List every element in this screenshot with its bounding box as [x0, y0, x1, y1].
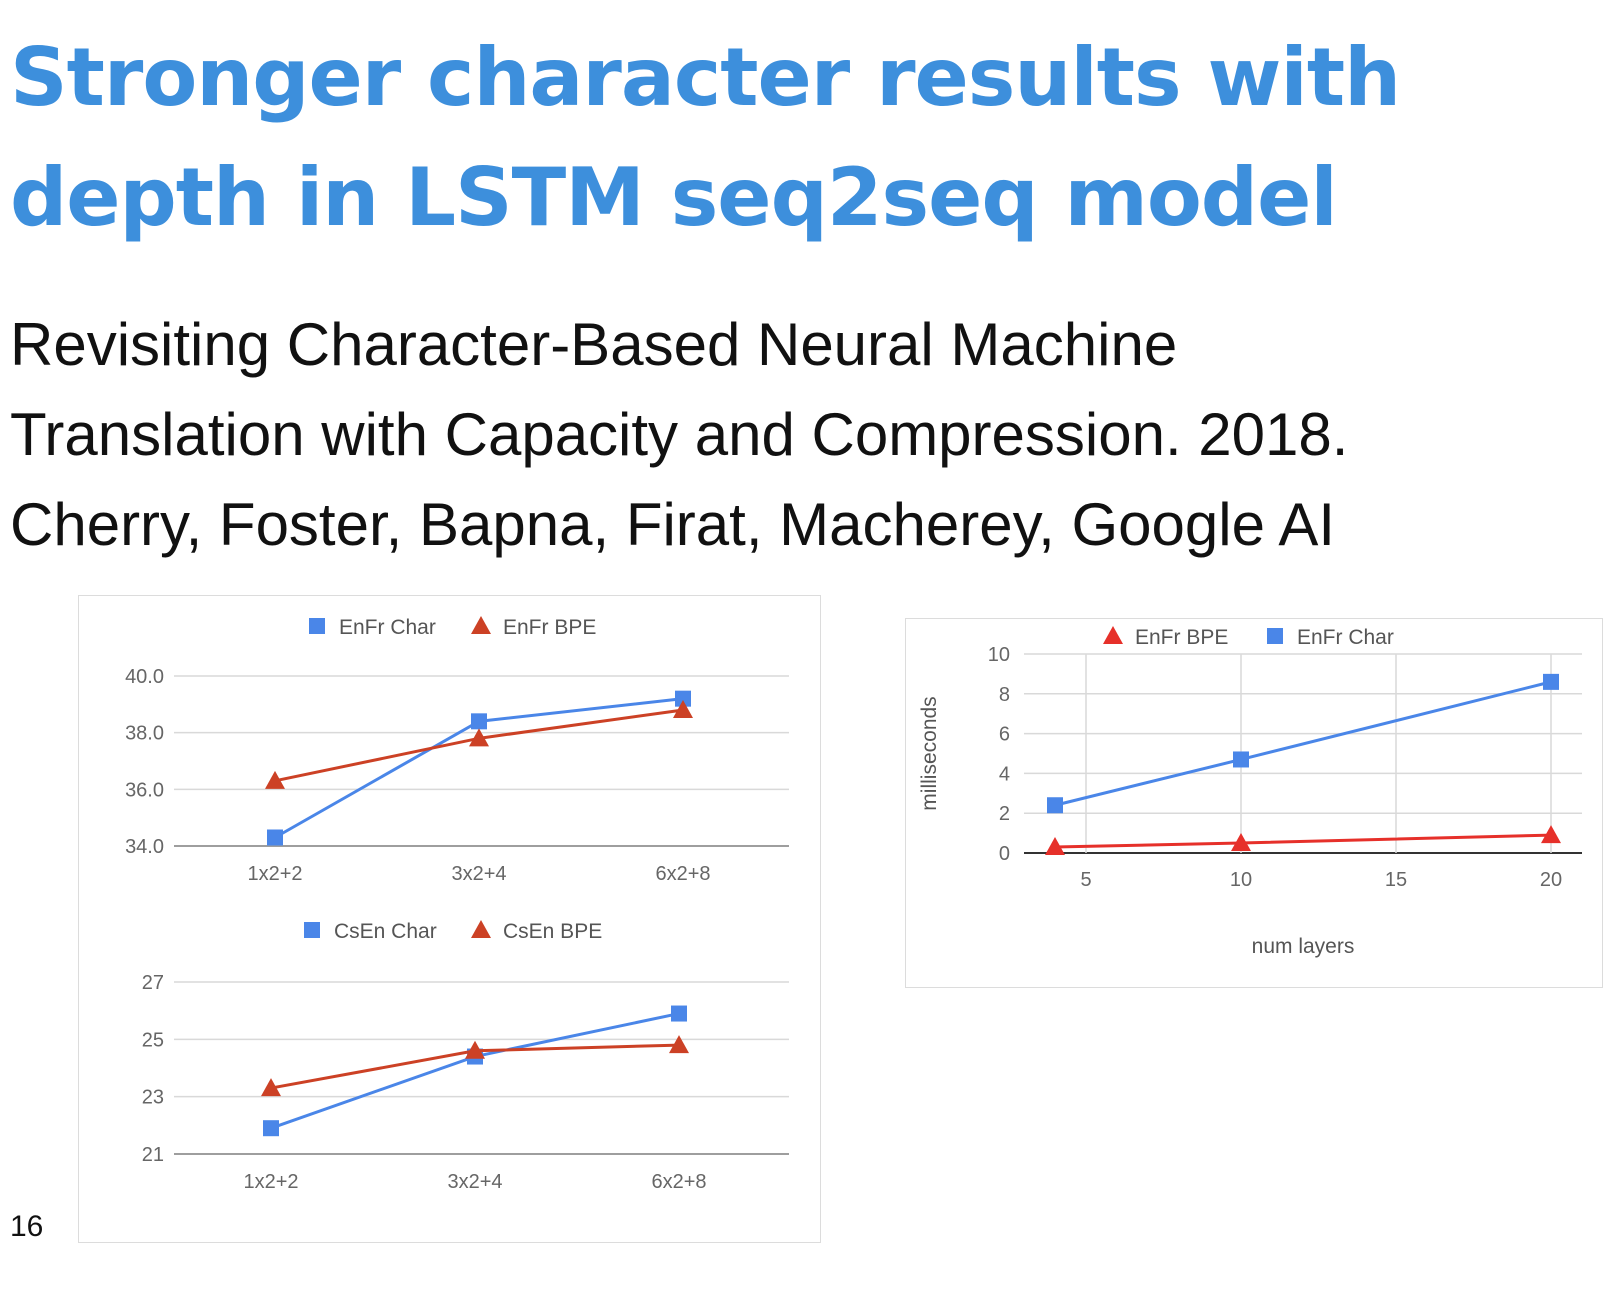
- data-point: [263, 1120, 279, 1137]
- legend-marker: [1267, 628, 1283, 644]
- data-point: [267, 829, 283, 846]
- x-tick-label: 10: [1230, 869, 1252, 891]
- data-point: [1541, 825, 1561, 844]
- citation-line: Revisiting Character-Based Neural Machin…: [10, 311, 1178, 378]
- x-tick-label: 1x2+2: [243, 1171, 298, 1193]
- y-tick-label: 8: [999, 684, 1010, 706]
- legend-label: EnFr BPE: [1135, 626, 1228, 649]
- x-tick-label: 3x2+4: [451, 863, 506, 885]
- data-point: [261, 1078, 281, 1097]
- legend-marker: [1103, 626, 1123, 644]
- x-tick-label: 6x2+8: [651, 1171, 706, 1193]
- slide-title-line: depth in LSTM seq2seq model: [10, 151, 1338, 244]
- data-point: [673, 700, 693, 718]
- series-line: [270, 1012, 680, 1130]
- data-point: [1231, 833, 1251, 852]
- y-tick-label: 27: [142, 972, 164, 994]
- x-tick-label: 20: [1540, 869, 1562, 891]
- y-tick-label: 21: [142, 1144, 164, 1166]
- slide-title: Stronger character results with depth in…: [10, 18, 1610, 258]
- legend-marker: [471, 920, 491, 938]
- legend-marker: [304, 922, 320, 938]
- y-tick-label: 10: [988, 644, 1010, 666]
- legend-label: CsEn BPE: [503, 920, 602, 943]
- citation-line: Cherry, Foster, Bapna, Firat, Macherey, …: [10, 491, 1336, 558]
- data-point: [465, 1040, 485, 1059]
- bleu-charts-svg: 34.0 36.0 38.0 40.0 1x2+2 3x2+4 6x2+8 EnFr Char…: [125, 616, 789, 1193]
- paper-citation: Revisiting Character-Based Neural Machin…: [10, 300, 1610, 570]
- y-tick-label: 36.0: [125, 779, 164, 801]
- x-tick-label: 15: [1385, 869, 1407, 891]
- data-point: [265, 770, 285, 789]
- data-point: [669, 1035, 689, 1054]
- data-point: [675, 690, 691, 707]
- slide-number: 16: [10, 1210, 44, 1243]
- legend-label: CsEn Char: [334, 920, 437, 943]
- bleu-charts-panel: 34.0 36.0 38.0 40.0 1x2+2 3x2+4 6x2+8 EnFr Char…: [78, 595, 821, 1243]
- data-point: [671, 1005, 687, 1022]
- x-tick-label: 3x2+4: [447, 1171, 502, 1193]
- data-point: [1047, 797, 1063, 814]
- citation-line: Translation with Capacity and Compressio…: [10, 401, 1349, 468]
- slide-title-line: Stronger character results with: [10, 31, 1401, 124]
- x-tick-label: 1x2+2: [247, 863, 302, 885]
- y-tick-label: 0: [999, 843, 1010, 865]
- y-tick-label: 4: [999, 763, 1010, 785]
- legend-marker: [471, 616, 491, 634]
- legend-label: EnFr Char: [1297, 626, 1394, 649]
- y-tick-label: 40.0: [125, 666, 164, 688]
- legend-marker: [309, 618, 325, 634]
- series-line: [1054, 833, 1552, 849]
- data-point: [1543, 673, 1559, 690]
- data-point: [469, 728, 489, 747]
- y-tick-label: 34.0: [125, 836, 164, 858]
- data-point: [1045, 837, 1065, 856]
- x-tick-label: 6x2+8: [655, 863, 710, 885]
- series-line: [1054, 680, 1552, 807]
- y-tick-label: 23: [142, 1087, 164, 1109]
- x-axis-label: num layers: [1252, 935, 1355, 958]
- speed-chart-svg: 0 2 4 6 8 10 5 10 15 20 num layers milliseconds EnFr…: [918, 626, 1582, 958]
- y-tick-label: 6: [999, 724, 1010, 746]
- x-tick-label: 5: [1080, 869, 1091, 891]
- data-point: [471, 713, 487, 730]
- y-axis-label: milliseconds: [918, 696, 941, 810]
- speed-chart-panel: 0 2 4 6 8 10 5 10 15 20 num layers milliseconds EnFr…: [905, 618, 1603, 988]
- legend-label: EnFr Char: [339, 616, 436, 639]
- y-tick-label: 38.0: [125, 723, 164, 745]
- y-tick-label: 25: [142, 1029, 164, 1051]
- data-point: [1233, 751, 1249, 768]
- legend-label: EnFr BPE: [503, 616, 596, 639]
- y-tick-label: 2: [999, 803, 1010, 825]
